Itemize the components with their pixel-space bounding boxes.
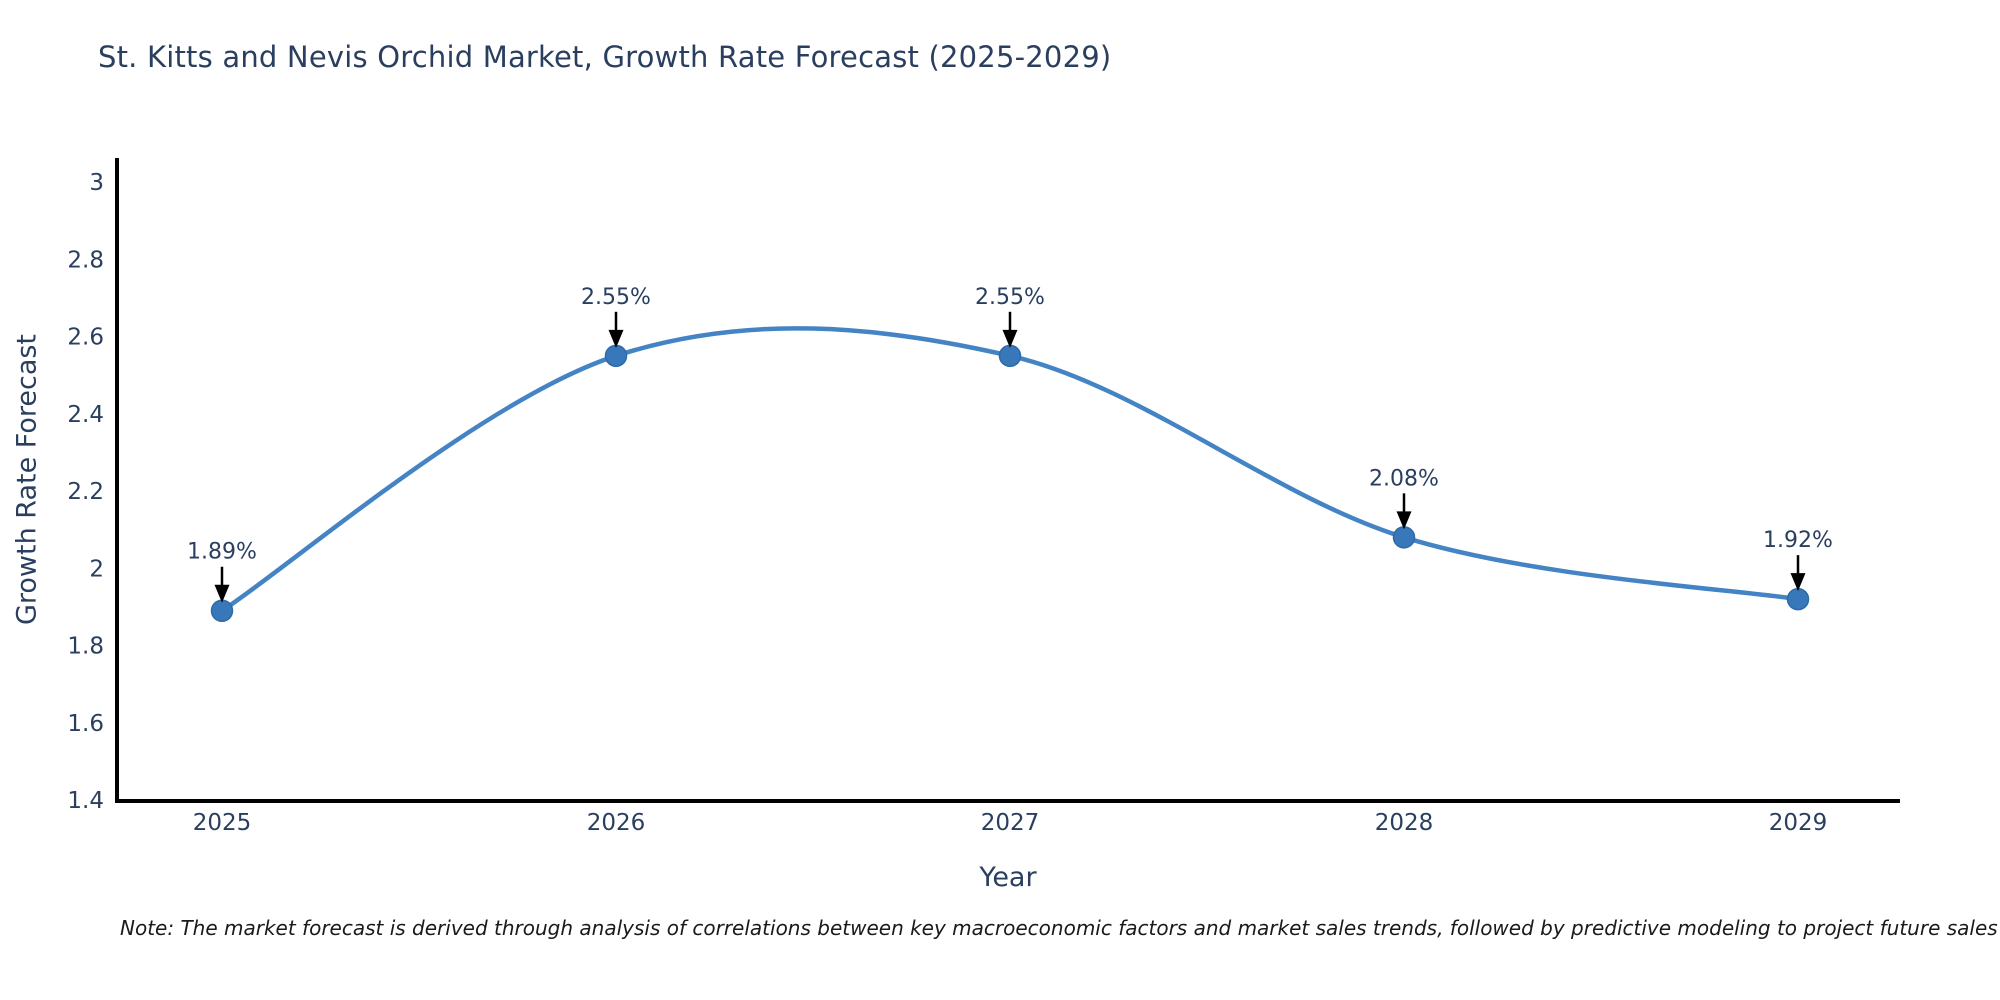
data-point-marker (1392, 526, 1416, 549)
y-tick-label: 1.6 (67, 711, 104, 737)
data-point-label: 1.89% (187, 540, 257, 565)
y-tick-label: 3 (89, 170, 104, 196)
axis-lines (115, 158, 1900, 803)
x-tick-label: 2029 (1769, 810, 1828, 836)
data-point-label: 1.92% (1763, 528, 1833, 553)
data-point-label: 2.08% (1369, 466, 1439, 491)
footnote: Note: The market forecast is derived thr… (120, 916, 1998, 940)
annotation-arrowhead-icon (608, 329, 624, 348)
x-tick-label: 2028 (1375, 810, 1434, 836)
data-point-marker (604, 344, 628, 368)
y-tick-label: 2 (89, 556, 104, 582)
data-point-marker (210, 599, 234, 622)
x-axis-title: Year (979, 862, 1037, 893)
y-tick-label: 2.8 (67, 247, 104, 273)
y-axis-title: Growth Rate Forecast (11, 333, 43, 626)
y-tick-label: 2.4 (67, 402, 104, 428)
x-tick-label: 2026 (587, 810, 646, 836)
x-tick-label: 2025 (193, 810, 252, 836)
y-tick-label: 2.2 (67, 479, 104, 505)
annotation-arrowhead-icon (1790, 573, 1806, 592)
annotation-arrowhead-icon (1002, 329, 1018, 348)
data-point-label: 2.55% (975, 285, 1045, 310)
x-tick-label: 2027 (981, 810, 1040, 836)
data-point-label: 2.55% (581, 285, 651, 310)
chart-title: St. Kitts and Nevis Orchid Market, Growt… (98, 40, 1112, 74)
annotation-arrowhead-icon (1396, 511, 1412, 530)
forecast-line (219, 326, 1801, 613)
y-tick-label: 1.4 (67, 788, 104, 814)
annotation-arrowhead-icon (214, 584, 230, 603)
y-tick-label: 1.8 (67, 634, 104, 660)
y-tick-label: 2.6 (67, 325, 104, 351)
data-point-marker (1786, 587, 1810, 611)
data-point-marker (998, 344, 1022, 368)
